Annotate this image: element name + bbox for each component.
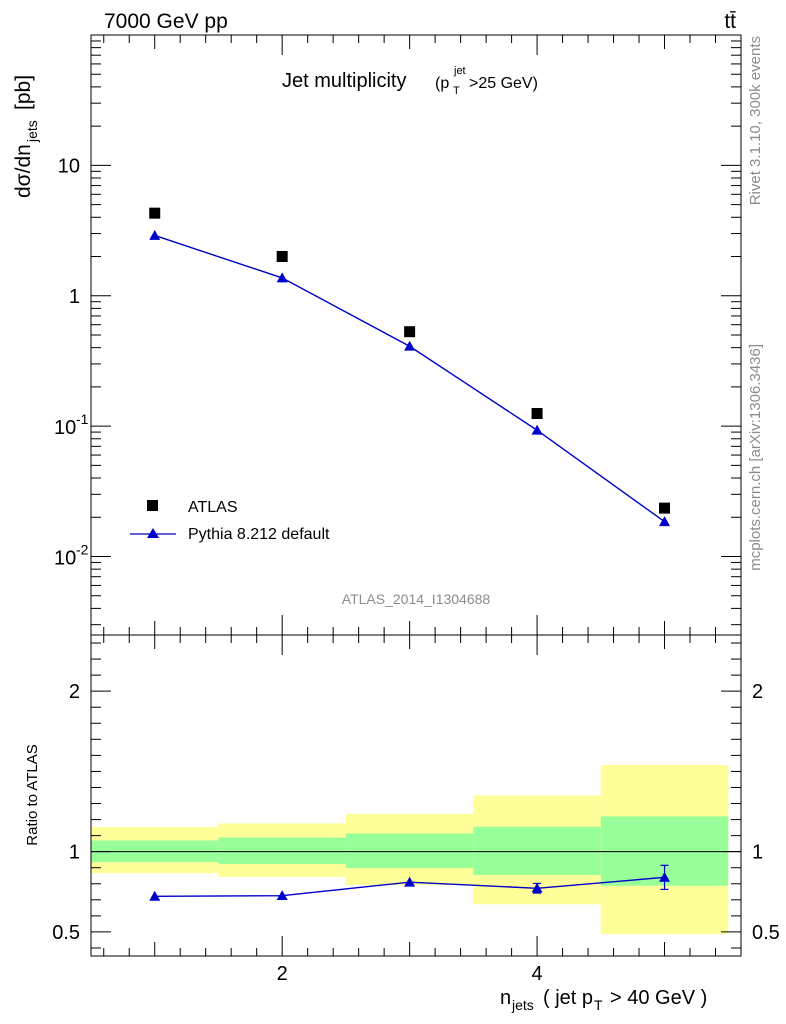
ratio-band-inner [345, 833, 474, 869]
ratio-bands [91, 765, 741, 935]
ratio-series [149, 864, 671, 901]
main-ytick-label-exponent: -2 [76, 542, 89, 558]
pythia-point [149, 229, 161, 240]
pythia-line [154, 234, 665, 523]
ratio-ytick-label: 2 [69, 681, 80, 703]
rivet-label: Rivet 3.1.10, 300k events [747, 36, 764, 205]
svg-text:>25 GeV): >25 GeV) [469, 75, 538, 92]
ratio-xtick-label: 4 [532, 963, 543, 985]
ratio-ytick-label-right: 1 [752, 842, 763, 864]
main-series [149, 207, 671, 527]
atlas-point [531, 407, 543, 419]
svg-text:jets: jets [511, 997, 534, 1013]
ratio-band-inner [473, 826, 601, 875]
ratio-ytick-label: 0.5 [52, 922, 80, 944]
ratio-ytick-label-right: 0.5 [752, 922, 780, 944]
main-ytick-label: 1 [69, 286, 80, 308]
pythia-point [531, 424, 543, 435]
atlas-point [659, 502, 671, 514]
svg-text:(p: (p [435, 75, 449, 92]
main-ytick-label: 10 [58, 155, 80, 177]
svg-text:( jet p: ( jet p [543, 987, 593, 1009]
ratio-pythia-point [149, 890, 161, 901]
legend-label-atlas: ATLAS [188, 499, 238, 516]
main-ytick-label: 10 [54, 548, 76, 570]
ratio-xtick-label: 2 [277, 963, 288, 985]
legend-marker-atlas [147, 500, 158, 511]
process-label: tt̄ [724, 10, 736, 33]
energy-label: 7000 GeV pp [104, 10, 228, 33]
ratio-pythia-point [531, 882, 543, 893]
svg-text:dσ/dn: dσ/dn [12, 144, 35, 198]
svg-text:> 40 GeV ): > 40 GeV ) [610, 987, 707, 1009]
ratio-ytick-label-right: 2 [752, 681, 763, 703]
ratio-frame [90, 634, 742, 957]
svg-text:T: T [453, 85, 460, 97]
ratio-ytick-label: 1 [69, 842, 80, 864]
main-ylabel: dσ/dn jets [pb] [12, 75, 40, 198]
legend-marker-pythia [147, 528, 159, 538]
ratio-ylabel: Ratio to ATLAS [24, 744, 41, 845]
atlas-point [149, 207, 161, 219]
chart-title-suffix: (p jet T >25 GeV) [435, 65, 538, 97]
ratio-tick-labels: 0.5 0.5 1 1 2 2 2 4 [52, 681, 780, 985]
svg-text:[pb]: [pb] [12, 75, 35, 110]
ratio-pythia-point [404, 876, 416, 887]
analysis-watermark: ATLAS_2014_I1304688 [342, 591, 491, 607]
legend: ATLAS Pythia 8.212 default [130, 499, 330, 543]
atlas-point [276, 251, 288, 263]
main-ytick-label-exponent: -1 [76, 411, 89, 427]
svg-text:n: n [500, 987, 511, 1009]
svg-text:jets: jets [24, 120, 40, 143]
mcplots-label: mcplots.cern.ch [arXiv:1306.3436] [747, 344, 764, 571]
pythia-point [659, 516, 671, 527]
legend-label-pythia: Pythia 8.212 default [188, 526, 330, 543]
ratio-xlabel: n jets ( jet p T > 40 GeV ) [500, 987, 707, 1013]
ratio-panel: 0.5 0.5 1 1 2 2 2 4 Ratio to ATLAS n jets ( jet… [24, 634, 780, 1013]
main-ticks [91, 35, 742, 635]
ratio-pythia-point [276, 890, 288, 901]
main-frame [90, 34, 742, 636]
ratio-band-inner [218, 837, 346, 865]
svg-text:jet: jet [453, 65, 466, 77]
ratio-pythia-point [659, 871, 671, 882]
svg-text:T: T [594, 997, 603, 1013]
chart-title: Jet multiplicity [282, 70, 406, 92]
atlas-point [404, 326, 416, 338]
pythia-point [404, 340, 416, 351]
pythia-point [276, 272, 288, 283]
main-ytick-label: 10 [54, 417, 76, 439]
